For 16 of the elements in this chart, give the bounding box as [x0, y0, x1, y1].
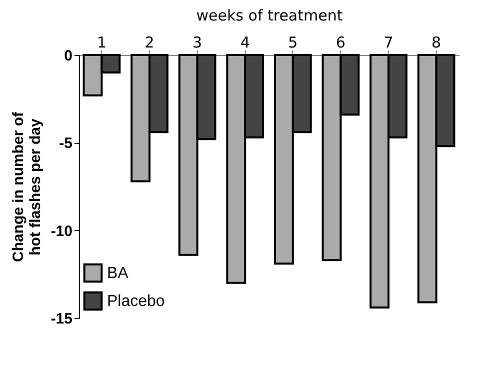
y-axis-title: Change in number of hot flashes per day: [10, 110, 44, 262]
x-tick-label: 7: [384, 34, 394, 52]
x-tick-label: 2: [144, 34, 154, 52]
x-tick-label: 4: [240, 34, 250, 52]
y-tick-label: -15: [50, 310, 72, 328]
y-tick-label: 0: [64, 48, 72, 64]
x-tick-label: 1: [96, 34, 106, 52]
x-tick-label: 6: [336, 34, 346, 52]
legend-label: Placebo: [107, 293, 165, 310]
x-tick-label: 5: [288, 34, 298, 52]
legend-label: BA: [107, 265, 129, 282]
x-tick-label: 8: [432, 34, 442, 52]
y-tick-label: -5: [59, 135, 72, 152]
x-axis-title: weeks of treatment: [196, 6, 343, 24]
y-tick-label: -10: [50, 222, 72, 240]
x-tick-label: 3: [192, 34, 202, 52]
